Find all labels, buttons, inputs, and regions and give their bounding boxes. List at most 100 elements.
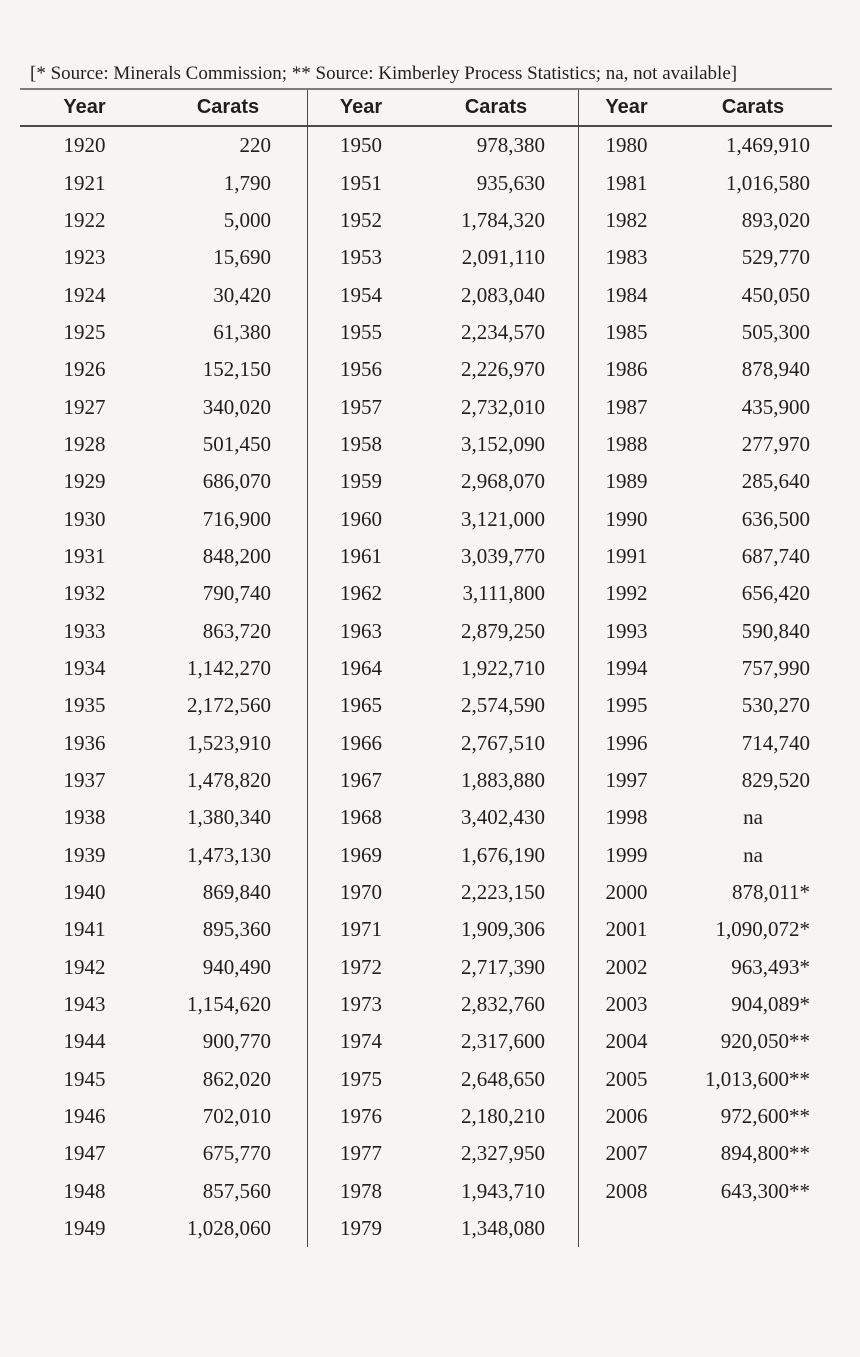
carats-cell: 1,090,072* <box>715 917 811 942</box>
carats-cell: 1,348,080 <box>461 1216 545 1241</box>
year-cell: 1992 <box>605 581 648 606</box>
carats-cell: 2,172,560 <box>187 693 271 718</box>
year-cell: 1927 <box>63 394 106 419</box>
carats-cell: 590,840 <box>741 618 810 643</box>
table-row: 1923 15,690 <box>20 239 307 276</box>
carats-cell: 2,091,110 <box>461 245 545 270</box>
table-row: 1946 702,010 <box>20 1098 307 1135</box>
year-cell: 1982 <box>605 207 648 232</box>
table-row: 1924 30,420 <box>20 276 307 313</box>
table-row: 1976 2,180,210 <box>308 1098 578 1135</box>
year-cell: 1931 <box>63 543 106 568</box>
year-cell: 1925 <box>63 319 106 344</box>
year-cell: 1970 <box>340 880 382 905</box>
table-row: 1980 1,469,910 <box>579 127 832 164</box>
table-row: 1978 1,943,710 <box>308 1173 578 1210</box>
carats-cell: 2,832,760 <box>461 992 545 1017</box>
year-cell: 2007 <box>605 1141 648 1166</box>
table-row: 1998 na <box>579 799 832 836</box>
table-row: 1950 978,380 <box>308 127 578 164</box>
table-row: 1987 435,900 <box>579 388 832 425</box>
table-row: 1945 862,020 <box>20 1061 307 1098</box>
carats-cell: 857,560 <box>202 1178 271 1203</box>
table-row: 1921 1,790 <box>20 164 307 201</box>
carats-cell: 3,121,000 <box>461 506 545 531</box>
table-row: 1922 5,000 <box>20 202 307 239</box>
carats-cell: 2,767,510 <box>461 730 545 755</box>
table-row: 1984 450,050 <box>579 276 832 313</box>
carats-cell: 15,690 <box>213 245 271 270</box>
year-column-header: Year <box>605 96 648 118</box>
year-cell: 1985 <box>605 319 648 344</box>
carats-cell: 435,900 <box>741 394 810 419</box>
year-cell: 1949 <box>63 1216 106 1241</box>
column-group-header: Year Carats <box>20 90 307 127</box>
table-row: 1933 863,720 <box>20 612 307 649</box>
year-cell: 1962 <box>340 581 382 606</box>
year-cell: 1988 <box>605 431 648 456</box>
table-row: 1973 2,832,760 <box>308 986 578 1023</box>
year-cell: 2004 <box>605 1029 648 1054</box>
carats-cell: 686,070 <box>202 469 271 494</box>
carats-cell: 501,450 <box>202 431 271 456</box>
table-row: 1994 757,990 <box>579 650 832 687</box>
table-row: 1971 1,909,306 <box>308 911 578 948</box>
table-row: 1955 2,234,570 <box>308 314 578 351</box>
carats-cell: 5,000 <box>223 207 271 232</box>
carats-cell: 1,142,270 <box>187 655 271 680</box>
year-cell: 1994 <box>605 655 648 680</box>
carats-cell: 904,089* <box>731 992 810 1017</box>
year-cell: 1975 <box>340 1066 382 1091</box>
year-cell: 1958 <box>340 431 382 456</box>
carats-cell: na <box>743 842 763 867</box>
table-row: 1961 3,039,770 <box>308 538 578 575</box>
carats-cell: 2,717,390 <box>461 954 545 979</box>
table-row: 1965 2,574,590 <box>308 687 578 724</box>
carats-cell: 1,380,340 <box>187 805 271 830</box>
table-row: 1932 790,740 <box>20 575 307 612</box>
table-rows: 1980 1,469,910 1981 1,016,580 1982 893,0… <box>579 127 832 1210</box>
table-row: 1996 714,740 <box>579 725 832 762</box>
table-row: 1942 940,490 <box>20 949 307 986</box>
table-row: 1926 152,150 <box>20 351 307 388</box>
year-cell: 1972 <box>340 954 382 979</box>
carats-cell: 829,520 <box>741 768 810 793</box>
carats-cell: 920,050** <box>720 1029 810 1054</box>
year-column-header: Year <box>63 96 106 118</box>
carats-cell: 2,180,210 <box>461 1104 545 1129</box>
year-cell: 1948 <box>63 1178 106 1203</box>
table-row: 2001 1,090,072* <box>579 911 832 948</box>
year-cell: 2008 <box>605 1178 648 1203</box>
year-cell: 1953 <box>340 245 382 270</box>
carats-cell: 940,490 <box>202 954 271 979</box>
carats-cell: 702,010 <box>202 1104 271 1129</box>
year-cell: 1940 <box>63 880 106 905</box>
table-row: 1964 1,922,710 <box>308 650 578 687</box>
table-row: 1949 1,028,060 <box>20 1210 307 1247</box>
carats-cell: 1,784,320 <box>461 207 545 232</box>
table-row: 1983 529,770 <box>579 239 832 276</box>
year-cell: 1998 <box>605 805 648 830</box>
table-rows: 1920 220 1921 1,790 1922 5,000 1923 15,6… <box>20 127 307 1247</box>
year-cell: 2002 <box>605 954 648 979</box>
year-cell: 1954 <box>340 282 382 307</box>
year-cell: 1978 <box>340 1178 382 1203</box>
carats-cell: 716,900 <box>202 506 271 531</box>
year-cell: 1973 <box>340 992 382 1017</box>
year-cell: 1976 <box>340 1104 382 1129</box>
table-row: 1944 900,770 <box>20 1023 307 1060</box>
year-cell: 1934 <box>63 655 106 680</box>
table-row: 1938 1,380,340 <box>20 799 307 836</box>
carats-column-header: Carats <box>721 96 785 118</box>
carats-cell: 505,300 <box>741 319 810 344</box>
year-cell: 1996 <box>605 730 648 755</box>
year-cell: 1974 <box>340 1029 382 1054</box>
table-row: 2004 920,050** <box>579 1023 832 1060</box>
year-cell: 1946 <box>63 1104 106 1129</box>
table-row: 1981 1,016,580 <box>579 164 832 201</box>
carats-cell: 636,500 <box>741 506 810 531</box>
table-row: 1951 935,630 <box>308 164 578 201</box>
carats-cell: 894,800** <box>720 1141 810 1166</box>
carats-cell: 1,883,880 <box>461 768 545 793</box>
table-row: 1959 2,968,070 <box>308 463 578 500</box>
